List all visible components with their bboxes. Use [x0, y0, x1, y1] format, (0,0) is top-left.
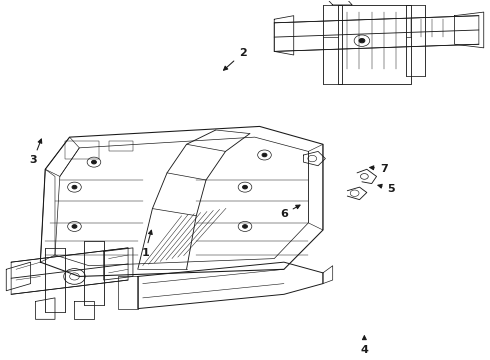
Text: 4: 4: [361, 336, 368, 355]
Bar: [109, 141, 133, 152]
Circle shape: [243, 225, 247, 228]
Circle shape: [243, 185, 247, 189]
Circle shape: [359, 39, 365, 43]
Text: 5: 5: [378, 184, 395, 194]
Text: 2: 2: [223, 48, 246, 70]
Bar: [65, 141, 99, 158]
Circle shape: [92, 160, 97, 164]
Circle shape: [72, 185, 77, 189]
Circle shape: [72, 225, 77, 228]
Circle shape: [262, 153, 267, 157]
Text: 1: 1: [141, 230, 152, 258]
Text: 6: 6: [280, 205, 300, 219]
Text: 3: 3: [29, 139, 42, 165]
Text: 7: 7: [370, 163, 388, 174]
